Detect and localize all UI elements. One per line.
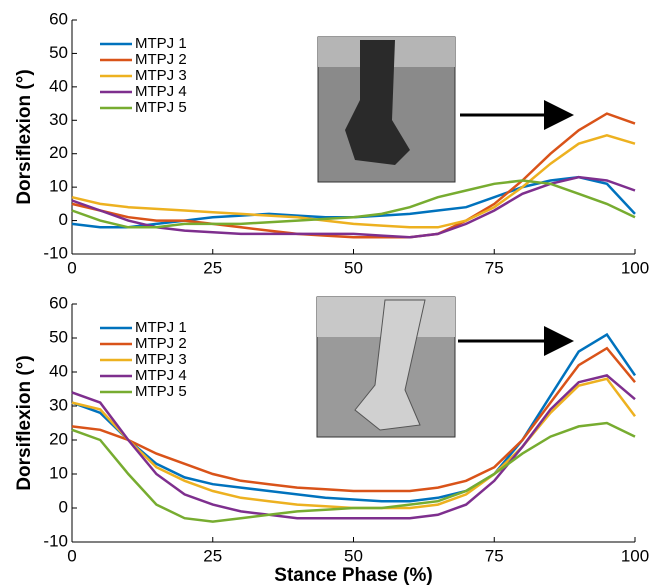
x-tick-label: 25 <box>203 546 222 565</box>
data-line <box>71 421 636 523</box>
legend-label: MTPJ 5 <box>135 383 187 400</box>
y-tick-label: 30 <box>49 395 68 414</box>
data-line <box>71 175 636 239</box>
y-tick-label: 20 <box>49 143 68 162</box>
legend-label: MTPJ 4 <box>135 83 187 100</box>
y-tick-label: 10 <box>49 463 68 482</box>
y-tick-label: 60 <box>49 9 68 28</box>
x-tick-label: 50 <box>344 258 363 277</box>
x-tick-label: 25 <box>203 258 222 277</box>
y-axis-label: Dorsiflexion (°) <box>14 69 35 204</box>
y-tick-label: 60 <box>49 293 68 312</box>
legend-label: MTPJ 2 <box>135 51 187 68</box>
data-line <box>71 112 636 239</box>
y-tick-label: 20 <box>49 429 68 448</box>
x-tick-label: 50 <box>344 546 363 565</box>
y-tick-label: 30 <box>49 110 68 129</box>
legend-label: MTPJ 3 <box>135 351 187 368</box>
legend-label: MTPJ 4 <box>135 367 187 384</box>
photo-top <box>317 36 456 183</box>
x-axis-label: Stance Phase (%) <box>274 565 432 585</box>
data-line <box>71 133 636 229</box>
x-tick-label: 0 <box>67 258 76 277</box>
data-line <box>71 179 636 229</box>
data-line <box>71 346 636 493</box>
y-axis-label: Dorsiflexion (°) <box>14 355 35 490</box>
y-tick-label: 50 <box>49 43 68 62</box>
x-tick-label: 75 <box>485 546 504 565</box>
legend-label: MTPJ 1 <box>135 35 187 52</box>
y-tick-label: 50 <box>49 327 68 346</box>
x-tick-label: 0 <box>67 546 76 565</box>
y-tick-label: 0 <box>59 497 68 516</box>
legend-label: MTPJ 3 <box>135 67 187 84</box>
y-tick-label: 40 <box>49 361 68 380</box>
y-tick-label: 0 <box>59 210 68 229</box>
y-tick-label: 40 <box>49 76 68 95</box>
legend-label: MTPJ 1 <box>135 319 187 336</box>
y-tick-label: -10 <box>43 531 68 550</box>
y-tick-label: 10 <box>49 177 68 196</box>
photo-bottom <box>316 296 456 438</box>
legend-label: MTPJ 2 <box>135 335 187 352</box>
data-line <box>71 374 636 520</box>
data-line <box>71 332 637 503</box>
legend-label: MTPJ 5 <box>135 99 187 116</box>
x-tick-label: 75 <box>485 258 504 277</box>
x-tick-label: 100 <box>621 546 649 565</box>
x-tick-label: 100 <box>621 258 649 277</box>
y-tick-label: -10 <box>43 243 68 262</box>
